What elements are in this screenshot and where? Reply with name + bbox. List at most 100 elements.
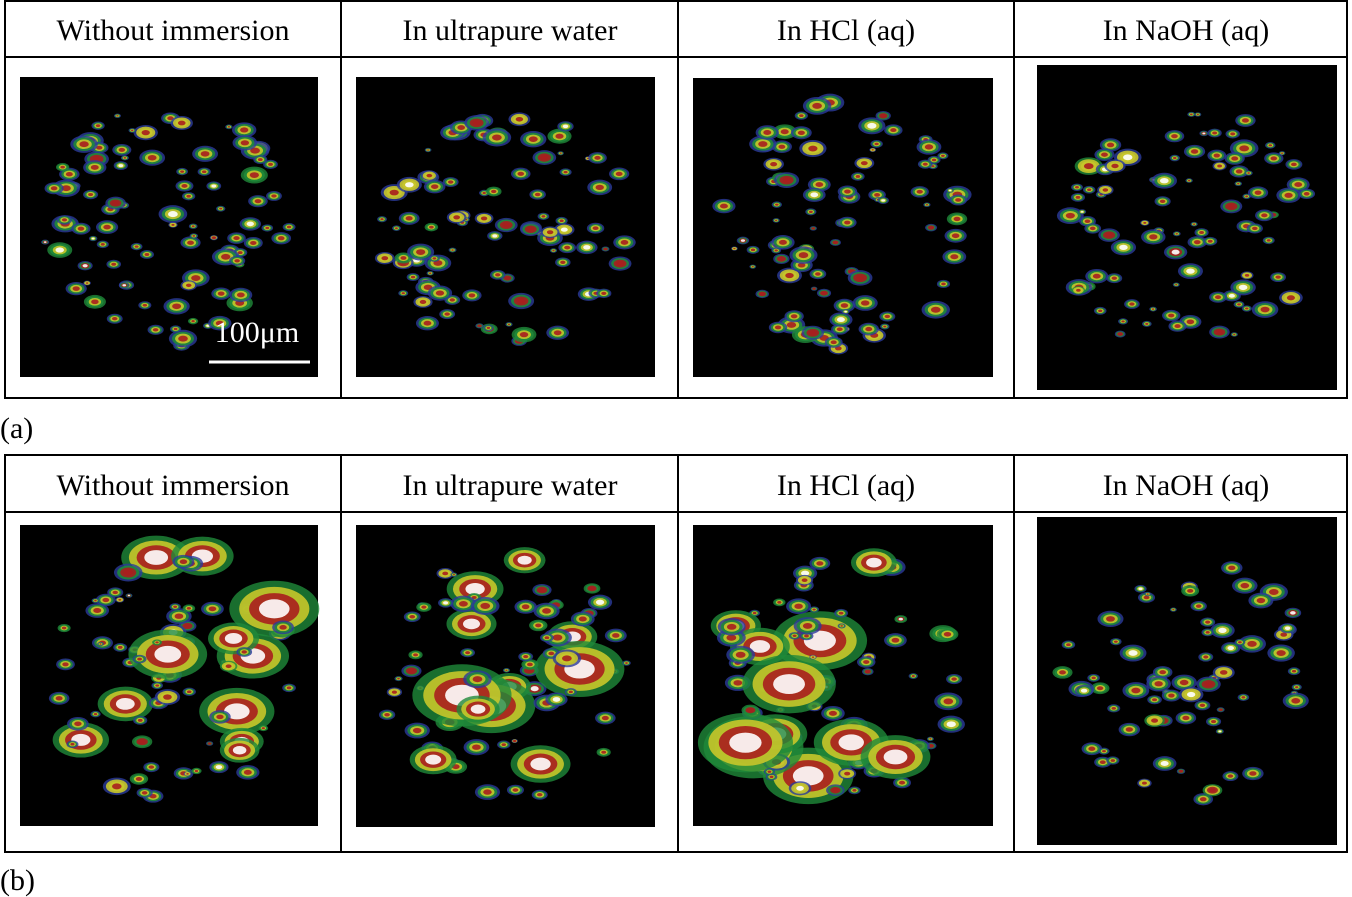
texture-blob — [268, 162, 274, 166]
texture-blob — [1291, 162, 1297, 167]
texture-blob — [564, 245, 571, 250]
texture-blob — [950, 254, 959, 260]
texture-blob — [749, 640, 771, 653]
texture-blob — [408, 668, 415, 674]
texture-blob — [516, 298, 526, 304]
texture-blob — [1196, 113, 1200, 116]
texture-blob — [792, 634, 797, 638]
texture-blob — [227, 126, 231, 128]
texture-blob — [171, 223, 175, 226]
texture-blob — [943, 631, 952, 637]
texture-blob — [1189, 113, 1193, 116]
texture-blob — [1291, 698, 1301, 704]
texture-blob — [800, 570, 810, 576]
texture-blob — [443, 601, 449, 605]
texture-blob — [465, 582, 485, 596]
texture-blob — [279, 625, 287, 630]
texture-blob — [96, 145, 103, 150]
texture-blob — [1290, 611, 1296, 615]
texture-blob — [507, 323, 511, 326]
texture-blob — [1096, 686, 1104, 691]
texture-blob — [562, 655, 572, 662]
texture-blob — [726, 623, 737, 630]
texture-blob — [951, 677, 957, 681]
texture-blob — [453, 215, 461, 220]
texture-blob — [192, 235, 196, 237]
texture-blob — [616, 261, 624, 267]
texture-blob — [419, 299, 427, 304]
texture-blob — [1199, 703, 1206, 708]
texture-blob — [844, 771, 851, 776]
texture-blob — [948, 189, 952, 192]
texture-blob — [111, 262, 117, 266]
texture-blob — [1270, 156, 1278, 161]
texture-blob — [241, 650, 247, 654]
texture-blob — [733, 247, 736, 250]
texture-blob — [758, 141, 768, 147]
texture-blob — [1175, 232, 1179, 235]
texture-blob — [172, 303, 182, 310]
texture-blob — [201, 170, 207, 174]
texture-blob — [118, 598, 122, 601]
texture-blob — [559, 219, 564, 223]
texture-blob — [523, 655, 529, 659]
texture-blob — [1205, 620, 1211, 624]
texture-blob — [844, 189, 851, 194]
texture-blob — [380, 218, 384, 221]
texture-blob — [517, 555, 532, 565]
texture-blob — [179, 559, 188, 565]
texture-blob — [883, 749, 908, 765]
texture-blob — [812, 102, 822, 109]
panel-label: (a) — [0, 412, 33, 445]
texture-blob — [55, 696, 63, 701]
texture-blob — [1146, 593, 1149, 595]
texture-blob — [1215, 329, 1223, 335]
texture-blob — [1173, 156, 1177, 160]
texture-blob — [1291, 669, 1297, 673]
texture-blob — [85, 282, 89, 284]
texture-blob — [130, 129, 134, 132]
texture-blob — [790, 314, 798, 319]
texture-blob — [726, 634, 737, 641]
texture-blob — [750, 248, 756, 252]
texture-blob — [1233, 333, 1236, 336]
texture-blob — [1118, 332, 1123, 336]
texture-blob — [61, 218, 68, 222]
texture-blob — [405, 182, 414, 188]
texture-blob — [212, 236, 216, 239]
texture-blob — [515, 116, 524, 122]
texture-blob — [1121, 320, 1125, 323]
texture-blob — [802, 622, 813, 629]
texture-blob — [501, 743, 507, 747]
texture-blob — [528, 136, 538, 142]
texture-blob — [138, 739, 146, 744]
texture-blob — [216, 714, 224, 720]
texture-blob — [796, 785, 804, 791]
texture-blob — [1084, 219, 1091, 224]
texture-blob — [173, 605, 178, 608]
texture-blob — [1168, 693, 1175, 698]
texture-blob — [804, 634, 809, 638]
texture-blob — [779, 239, 787, 245]
texture-blob — [492, 134, 502, 141]
texture-blob — [457, 125, 466, 130]
texture-blob — [1245, 195, 1249, 198]
texture-blob — [1186, 319, 1195, 325]
texture-blob — [451, 249, 454, 251]
texture-blob — [452, 573, 456, 576]
texture-blob — [95, 124, 101, 128]
texture-blob — [855, 275, 865, 281]
texture-blob — [874, 193, 881, 197]
texture-blob — [833, 241, 838, 244]
texture-blob — [774, 249, 778, 252]
texture-blob — [208, 606, 217, 612]
texture-blob — [812, 227, 815, 230]
texture-blob — [1145, 322, 1149, 325]
texture-blob — [1151, 308, 1155, 310]
texture-blob — [405, 216, 413, 221]
texture-blob — [563, 170, 568, 174]
texture-blob — [589, 586, 595, 591]
texture-blob — [391, 690, 398, 694]
texture-blob — [250, 147, 260, 154]
texture-blob — [1111, 276, 1117, 280]
